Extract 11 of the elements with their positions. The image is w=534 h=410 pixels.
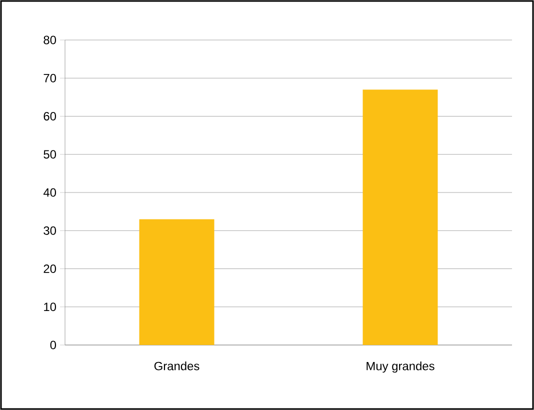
y-tick-label: 20 [44,264,56,273]
y-tick-label: 70 [44,74,56,82]
y-tick-label: 80 [44,36,56,44]
y-tick-label: 0 [50,340,56,350]
y-tick-label: 50 [44,150,56,159]
x-tick-label: Grandes [154,362,200,370]
y-tick-label: 30 [44,226,56,235]
y-tick-label: 40 [43,188,56,197]
y-tick-label: 60 [44,112,56,120]
y-tick-label: 10 [44,302,56,312]
x-tick-label: Muy grandes [366,362,434,373]
